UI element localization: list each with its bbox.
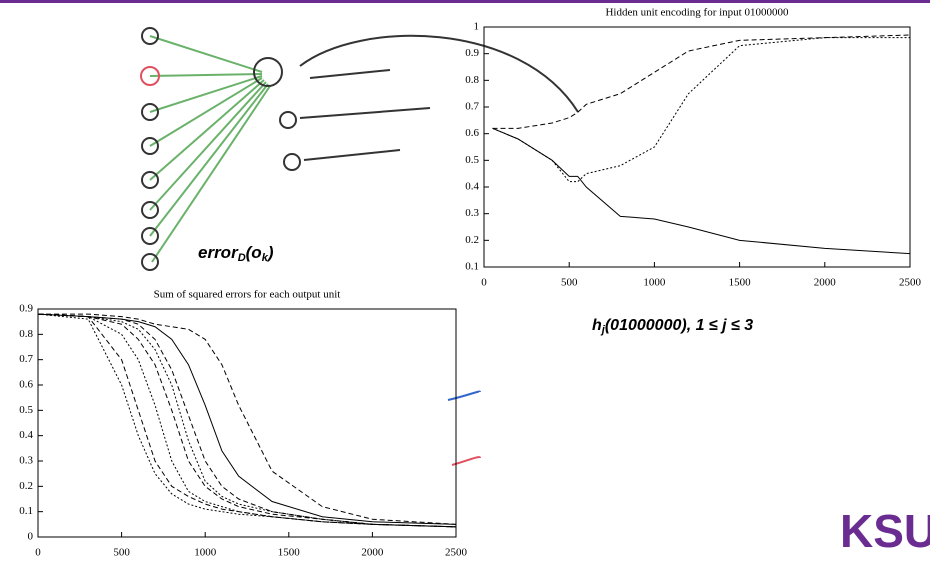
y-tick-label: 0.6 <box>465 127 479 139</box>
chart-title: Hidden unit encoding for input 01000000 <box>605 7 789 19</box>
y-tick-label: 0.7 <box>465 101 479 113</box>
x-tick-label: 2000 <box>361 547 384 559</box>
series-line <box>37 313 457 528</box>
y-tick-label: 0.1 <box>19 505 33 517</box>
series-line <box>37 313 457 528</box>
y-tick-label: 0.7 <box>19 353 33 365</box>
series-line <box>37 313 457 525</box>
series-line <box>37 313 457 528</box>
x-tick-label: 0 <box>35 547 41 559</box>
series-line <box>492 34 911 129</box>
y-tick-label: 1 <box>474 21 480 33</box>
series-line <box>37 313 457 528</box>
x-tick-label: 2000 <box>814 277 837 289</box>
y-tick-label: 0.5 <box>19 404 33 416</box>
network-sketch <box>140 27 579 466</box>
x-tick-label: 500 <box>561 277 578 289</box>
y-tick-label: 0.6 <box>19 379 33 391</box>
series-line <box>492 37 910 183</box>
x-tick-label: 1500 <box>278 547 301 559</box>
x-tick-label: 500 <box>113 547 130 559</box>
x-tick-label: 1500 <box>729 277 752 289</box>
y-tick-label: 0.3 <box>465 207 479 219</box>
chart-title: Sum of squared errors for each output un… <box>154 289 341 301</box>
y-tick-label: 0.8 <box>19 328 33 340</box>
x-tick-label: 2500 <box>899 277 922 289</box>
y-tick-label: 0.9 <box>465 47 479 59</box>
plot-frame <box>483 26 911 268</box>
series-line <box>37 313 457 528</box>
x-tick-label: 1000 <box>194 547 217 559</box>
series-line <box>38 313 457 525</box>
x-tick-label: 0 <box>481 277 487 289</box>
y-tick-label: 0.8 <box>465 74 479 86</box>
y-tick-label: 0 <box>28 531 34 543</box>
series-line <box>37 313 457 528</box>
hidden-label: hj(01000000), 1 ≤ j ≤ 3 <box>592 317 753 336</box>
y-tick-label: 0.4 <box>19 429 33 441</box>
header-bar <box>0 0 930 3</box>
x-tick-label: 1000 <box>643 277 666 289</box>
y-tick-label: 0.2 <box>465 234 479 246</box>
x-tick-label: 2500 <box>445 547 468 559</box>
y-tick-label: 0.1 <box>465 261 479 273</box>
logo: KSU <box>840 505 930 557</box>
y-tick-label: 0.2 <box>19 480 33 492</box>
error-label: errorD(ok) <box>198 243 274 263</box>
y-tick-label: 0.4 <box>465 181 479 193</box>
y-tick-label: 0.9 <box>19 303 33 315</box>
plot-frame <box>37 308 457 538</box>
y-tick-label: 0.5 <box>465 154 479 166</box>
series-line <box>492 127 911 255</box>
y-tick-label: 0.3 <box>19 455 33 467</box>
